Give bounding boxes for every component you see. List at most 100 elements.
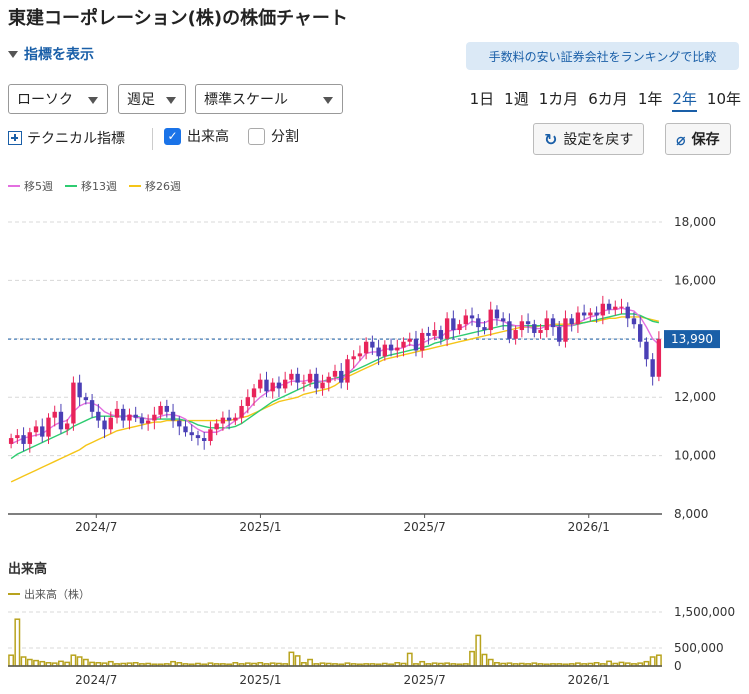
candle-body <box>376 347 381 357</box>
candle-body <box>544 318 549 331</box>
candle-body <box>507 321 512 339</box>
checkbox-unchecked-icon <box>248 127 265 145</box>
x-tick-label: 2026/1 <box>568 520 610 534</box>
candle-body <box>108 417 113 430</box>
candle-body <box>264 379 269 392</box>
candle-body <box>594 312 599 316</box>
chart-legend: 移5週 移13週 移26週 <box>8 178 181 194</box>
candle-body <box>121 408 126 421</box>
candle-body <box>382 344 388 357</box>
candle-body <box>127 414 132 421</box>
candle-body <box>407 338 412 342</box>
candle-body <box>46 417 51 437</box>
candle-body <box>388 344 394 351</box>
candle-body <box>77 382 82 398</box>
reset-settings-button[interactable]: ↻ 設定を戻す <box>533 123 645 155</box>
candle-body <box>96 411 101 421</box>
candle-body <box>463 315 468 325</box>
volume-x-tick-label: 2024/7 <box>75 673 117 687</box>
candle-body <box>270 382 275 392</box>
technical-indicator-button[interactable]: テクニカル指標 <box>8 128 125 148</box>
volume-bar <box>469 650 475 667</box>
scale-select[interactable]: 標準スケール <box>195 84 343 114</box>
volume-bar <box>475 634 482 667</box>
candle-body <box>177 420 182 427</box>
chart-type-select[interactable]: ローソク <box>8 84 108 114</box>
volume-bar <box>76 656 83 667</box>
candle-body <box>220 417 226 424</box>
legend-ma26: 移26週 <box>129 178 181 194</box>
volume-bar <box>82 658 89 667</box>
candle-body <box>89 400 95 412</box>
candle-body <box>395 347 400 351</box>
period-tab-0[interactable]: 1日 <box>469 90 495 108</box>
interval-select[interactable]: 週足 <box>118 84 186 114</box>
last-price-tag <box>664 330 720 349</box>
volume-y-tick-label: 0 <box>674 659 682 673</box>
volume-x-tick-label: 2026/1 <box>568 673 610 687</box>
candle-body <box>494 309 500 319</box>
candle-body <box>214 423 219 430</box>
candle-body <box>351 356 356 360</box>
last-price-label: 13,990 <box>671 332 713 346</box>
candle-body <box>650 359 655 377</box>
candle-body <box>133 414 138 418</box>
candle-body <box>444 318 450 339</box>
volume-checkbox[interactable]: ✓ 出来高 <box>164 126 229 146</box>
broker-ranking-link[interactable]: 手数料の安い証券会社をランキングで比較 <box>466 42 739 70</box>
candle-body <box>307 373 313 383</box>
period-tab-2[interactable]: 1カ月 <box>538 90 579 108</box>
paperclip-icon: ⌀ <box>676 129 686 149</box>
candle-body <box>469 315 475 319</box>
volume-bar <box>70 654 77 667</box>
period-tab-3[interactable]: 6カ月 <box>588 90 628 108</box>
save-button[interactable]: ⌀ 保存 <box>665 123 731 155</box>
ma26-line <box>10 316 660 483</box>
split-checkbox[interactable]: 分割 <box>248 126 299 146</box>
candle-body <box>295 373 300 383</box>
legend-ma5: 移5週 <box>8 178 53 194</box>
candle-body <box>588 312 593 316</box>
candle-body <box>420 332 425 351</box>
candle-body <box>282 379 288 389</box>
volume-x-tick-label: 2025/1 <box>239 673 281 687</box>
indicator-toggle[interactable]: 指標を表示 <box>8 44 94 64</box>
volume-bar <box>307 658 314 667</box>
volume-x-tick-label: 2025/7 <box>403 673 445 687</box>
volume-bar <box>481 653 488 667</box>
period-tab-4[interactable]: 1年 <box>637 90 663 108</box>
candle-body <box>64 423 70 430</box>
period-tab-6[interactable]: 10年 <box>706 90 741 108</box>
candle-body <box>569 318 574 325</box>
candle-body <box>432 330 437 336</box>
candle-body <box>52 411 57 418</box>
candle-body <box>258 379 263 389</box>
candle-body <box>557 327 562 342</box>
candle-body <box>550 318 556 328</box>
volume-bar <box>20 656 27 667</box>
y-tick-label: 18,000 <box>674 215 716 229</box>
candle-body <box>500 318 506 322</box>
volume-title: 出来高 <box>8 562 48 577</box>
candle-body <box>357 353 363 357</box>
period-tab-1[interactable]: 1週 <box>504 90 529 108</box>
candle-body <box>613 306 618 310</box>
candle-body <box>226 417 232 421</box>
candle-body <box>152 414 157 421</box>
period-tab-5[interactable]: 2年 <box>672 88 697 112</box>
candle-body <box>164 405 170 412</box>
y-tick-label: 16,000 <box>674 273 716 287</box>
candle-body <box>426 332 431 336</box>
candle-body <box>638 324 643 342</box>
chevron-down-icon <box>88 97 98 104</box>
candle-body <box>139 417 145 424</box>
candle-body <box>532 324 537 333</box>
volume-y-tick-label: 500,000 <box>674 641 724 655</box>
candle-body <box>158 405 163 415</box>
candle-body <box>575 312 581 325</box>
candle-body <box>339 370 344 383</box>
candle-body <box>71 382 76 424</box>
volume-checkbox-label: 出来高 <box>187 129 229 145</box>
refresh-icon: ↻ <box>544 129 558 149</box>
